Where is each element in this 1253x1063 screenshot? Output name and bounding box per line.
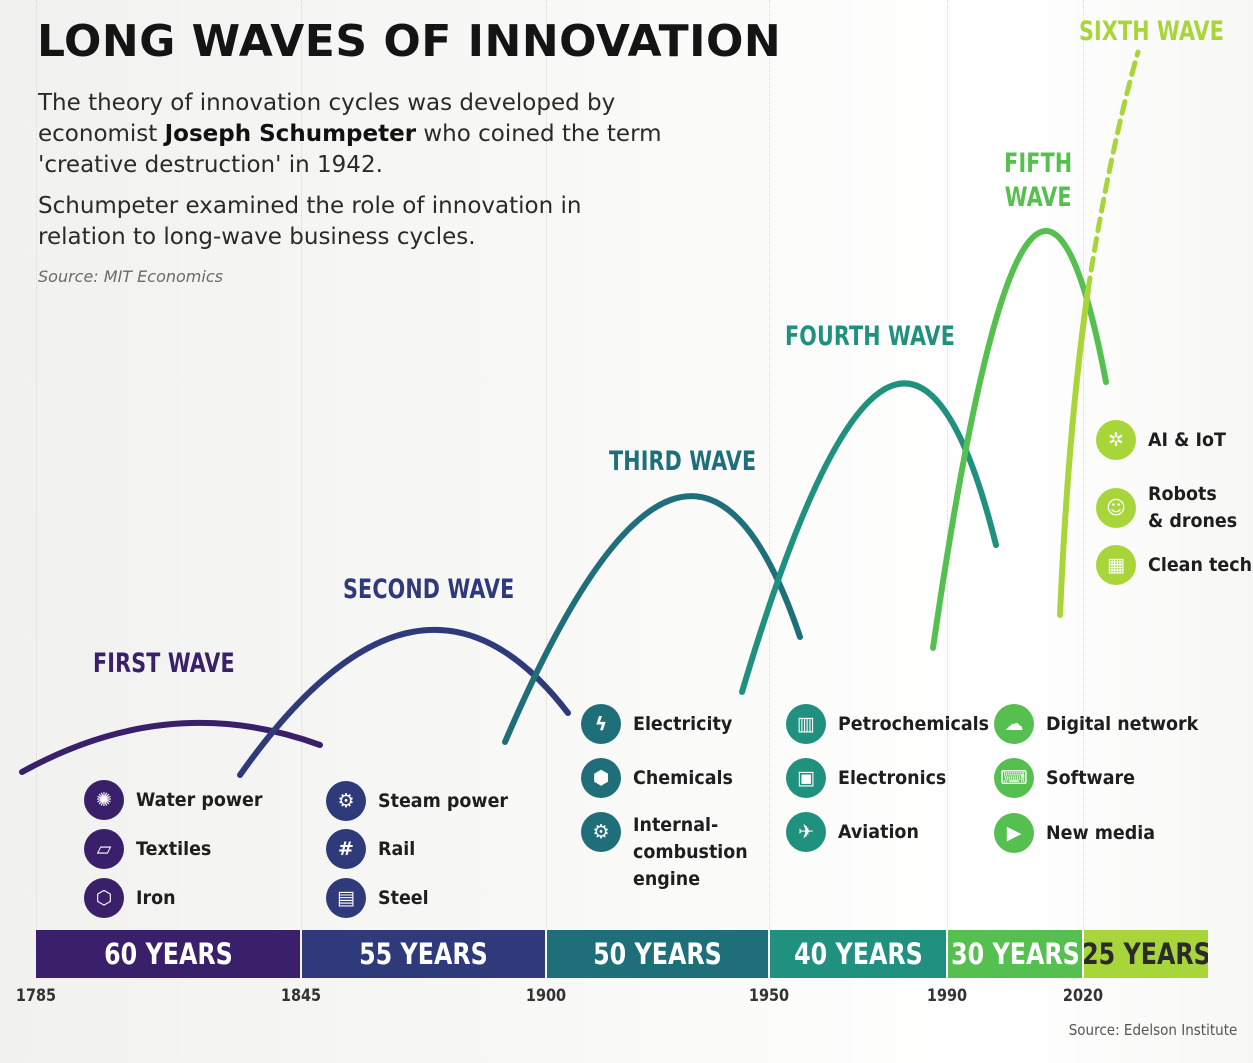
molecule-icon: ⬢ bbox=[581, 758, 621, 798]
year-tick: 1900 bbox=[525, 986, 567, 1006]
fifth-wave-curve bbox=[930, 228, 1109, 651]
second-wave-label: SECOND WAVE bbox=[343, 574, 515, 605]
year-tick: 2020 bbox=[1062, 986, 1104, 1006]
list-item: ϟ Electricity bbox=[581, 704, 741, 744]
airplane-icon: ✈ bbox=[786, 812, 826, 852]
guide-line bbox=[546, 0, 547, 930]
year-tick: 1845 bbox=[280, 986, 322, 1006]
iron-ingot-icon: ⬡ bbox=[84, 878, 124, 918]
list-item: ▤ Steel bbox=[326, 878, 433, 918]
list-item: ✲ AI & IoT bbox=[1096, 420, 1233, 460]
list-item: ☺ Robots & drones bbox=[1096, 481, 1245, 535]
chip-icon: ▣ bbox=[786, 758, 826, 798]
solar-panel-icon: ▦ bbox=[1096, 545, 1136, 585]
intro-line2: Schumpeter examined the role of innovati… bbox=[38, 193, 582, 250]
year-tick: 1950 bbox=[748, 986, 790, 1006]
second-wave-curve bbox=[237, 627, 571, 778]
page-title: LONG WAVES OF INNOVATION bbox=[37, 16, 782, 67]
rail-track-icon: # bbox=[326, 829, 366, 869]
lightning-icon: ϟ bbox=[581, 704, 621, 744]
robot-icon: ☺ bbox=[1096, 488, 1136, 528]
fourth-wave-curve bbox=[739, 380, 999, 695]
duration-bar-sixth: 25 YEARS bbox=[1084, 930, 1208, 978]
intro-line1-pre: The theory of innovation cycles was deve… bbox=[38, 90, 616, 147]
list-item: ✈ Aviation bbox=[786, 812, 926, 852]
sixth-wave-label: SIXTH WAVE bbox=[1079, 16, 1224, 47]
list-item: ⬡ Iron bbox=[84, 878, 179, 918]
fabric-icon: ▱ bbox=[84, 829, 124, 869]
intro-name: Joseph Schumpeter bbox=[164, 121, 417, 147]
engine-icon: ⚙ bbox=[581, 812, 621, 852]
source-top: Source: MIT Economics bbox=[38, 267, 223, 286]
year-tick: 1785 bbox=[15, 986, 57, 1006]
list-item: ☁ Digital network bbox=[994, 704, 1212, 744]
refinery-icon: ▥ bbox=[786, 704, 826, 744]
guide-line bbox=[301, 0, 302, 930]
list-item: # Rail bbox=[326, 829, 418, 869]
list-item: ✺ Water power bbox=[84, 780, 274, 820]
steel-beam-icon: ▤ bbox=[326, 878, 366, 918]
list-item: ⬢ Chemicals bbox=[581, 758, 742, 798]
fourth-wave-label: FOURTH WAVE bbox=[785, 321, 955, 352]
intro-line1-post: who coined the term 'creative destructio… bbox=[38, 121, 662, 178]
laptop-icon: ⌨ bbox=[994, 758, 1034, 798]
guide-line bbox=[947, 0, 948, 930]
guide-line bbox=[36, 0, 37, 930]
duration-bar-fifth: 30 YEARS bbox=[948, 930, 1082, 978]
video-screen-icon: ▶ bbox=[994, 813, 1034, 853]
first-wave-label: FIRST WAVE bbox=[93, 648, 235, 679]
year-tick: 1990 bbox=[926, 986, 968, 1006]
guide-line bbox=[1083, 0, 1084, 930]
list-item: ▣ Electronics bbox=[786, 758, 956, 798]
list-item: ▥ Petrochemicals bbox=[786, 704, 1002, 744]
list-item: ⚙ Internal- combustion engine bbox=[581, 812, 758, 893]
source-bottom: Source: Edelson Institute bbox=[1068, 1021, 1237, 1039]
third-wave-curve bbox=[502, 493, 803, 745]
list-item: ⌨ Software bbox=[994, 758, 1143, 798]
brain-icon: ✲ bbox=[1096, 420, 1136, 460]
duration-bar-third: 50 YEARS bbox=[547, 930, 768, 978]
list-item: ▶ New media bbox=[994, 813, 1165, 853]
first-wave-curve bbox=[19, 719, 323, 775]
list-item: ▦ Clean tech bbox=[1096, 545, 1253, 585]
intro-text: The theory of innovation cycles was deve… bbox=[38, 88, 718, 263]
third-wave-label: THIRD WAVE bbox=[609, 446, 757, 477]
steam-engine-icon: ⚙ bbox=[326, 781, 366, 821]
fifth-wave-label: FIFTH WAVE bbox=[1004, 148, 1073, 213]
sixth-wave-projection bbox=[1085, 49, 1141, 293]
water-wheel-icon: ✺ bbox=[84, 780, 124, 820]
guide-line bbox=[769, 0, 770, 930]
sixth-wave-curve bbox=[1057, 287, 1091, 618]
duration-bar-fourth: 40 YEARS bbox=[770, 930, 946, 978]
cloud-network-icon: ☁ bbox=[994, 704, 1034, 744]
list-item: ▱ Textiles bbox=[84, 829, 218, 869]
duration-bar-second: 55 YEARS bbox=[302, 930, 545, 978]
list-item: ⚙ Steam power bbox=[326, 781, 519, 821]
duration-bar-first: 60 YEARS bbox=[36, 930, 300, 978]
